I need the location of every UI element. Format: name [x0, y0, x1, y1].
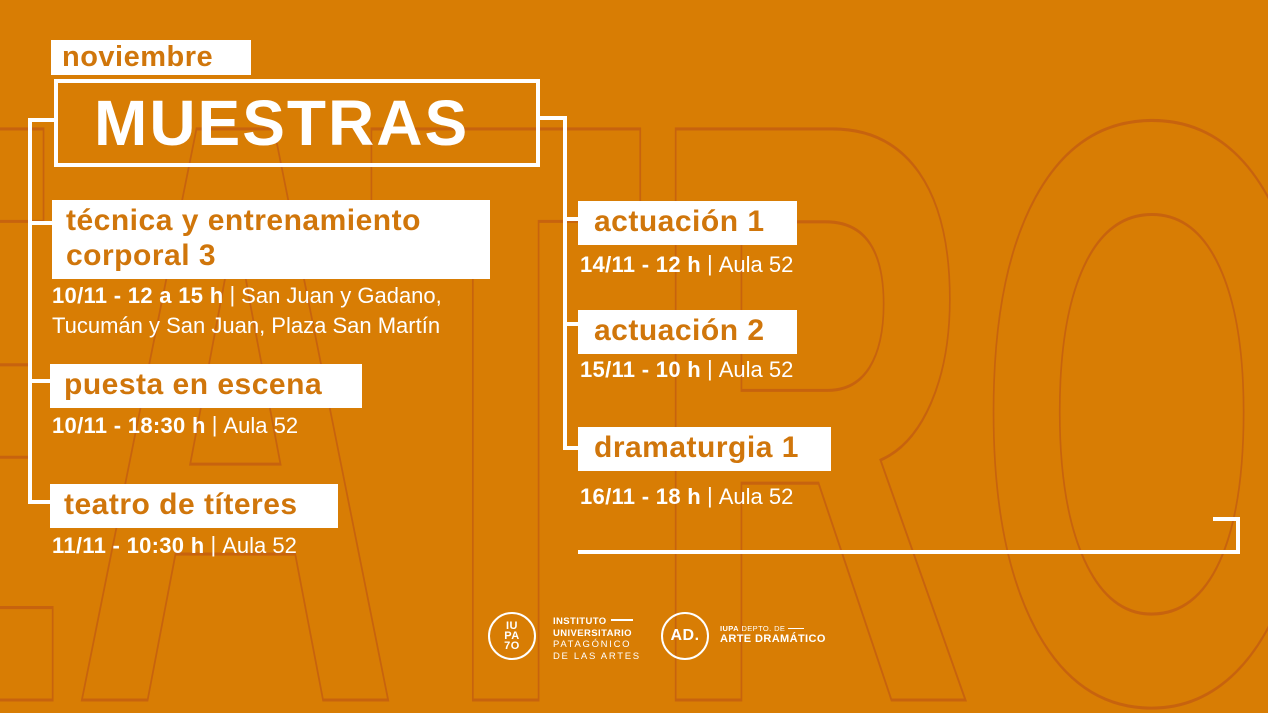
event-datetime: 10/11 - 12 a 15 h [52, 283, 224, 308]
bottom-bracket-vertical [1236, 517, 1240, 554]
right-vertical-line [563, 116, 567, 450]
event-date-actuacion2: 15/11 - 10 h | Aula 52 [580, 355, 793, 385]
iupa-monogram-line: PA [504, 630, 520, 642]
event-datetime: 10/11 - 18:30 h [52, 413, 206, 438]
right-tick-actuacion2 [566, 322, 580, 326]
month-badge: noviembre [51, 40, 252, 75]
iupa-wordmark: INSTITUTO UNIVERSITARIO PATAGÓNICO DE LA… [553, 616, 641, 662]
iupa-name-line: INSTITUTO [553, 616, 641, 628]
left-tick-puesta [28, 379, 51, 383]
left-tick-tecnica [28, 221, 53, 225]
iupa-monogram-line: 7O [504, 640, 520, 652]
event-title-titeres: teatro de títeres [50, 484, 338, 528]
event-location: Aula 52 [718, 357, 794, 382]
ad-wordmark: IUPA DEPTO. DE ARTE DRAMÁTICO [720, 624, 826, 646]
left-tick-teatro [28, 500, 51, 504]
event-datetime: 16/11 - 18 h [580, 484, 702, 509]
poster-title-box: MUESTRAS [54, 79, 540, 167]
right-tick-title [539, 116, 567, 120]
separator: | [707, 356, 713, 381]
poster-title: MUESTRAS [94, 87, 470, 159]
event-datetime: 15/11 - 10 h [580, 357, 702, 382]
iupa-name-line: PATAGÓNICO [553, 639, 632, 650]
decor-rule [788, 627, 805, 629]
event-title-dramaturgia: dramaturgia 1 [578, 427, 831, 471]
separator: | [229, 282, 236, 307]
right-tick-actuacion1 [566, 217, 580, 221]
event-date-dramaturgia: 16/11 - 18 h | Aula 52 [580, 482, 793, 512]
decor-rule [610, 619, 633, 621]
event-location: Aula 52 [718, 484, 794, 509]
ad-monogram: AD. [670, 627, 700, 644]
bottom-bracket-top [1213, 517, 1240, 521]
event-datetime: 11/11 - 10:30 h [52, 533, 205, 558]
iupa-logo: IU PA 7O [488, 612, 536, 660]
separator: | [211, 412, 218, 437]
event-date-tecnica: 10/11 - 12 a 15 h | San Juan y Gadano, Tuc… [52, 281, 522, 341]
event-location: San Juan y Gadano, Tucumán y San Juan, P… [52, 283, 442, 338]
event-title-tecnica: técnica y entrenamiento corporal 3 [52, 200, 490, 279]
separator: | [707, 251, 713, 276]
ad-dept-line: IUPA DEPTO. DE [720, 624, 826, 633]
separator: | [707, 483, 713, 508]
event-date-puesta: 10/11 - 18:30 h | Aula 52 [52, 411, 298, 441]
left-vertical-line [28, 118, 32, 504]
ad-logo: AD. [661, 612, 709, 660]
event-title-puesta: puesta en escena [50, 364, 363, 408]
event-title-actuacion1: actuación 1 [578, 201, 797, 245]
event-location: Aula 52 [223, 413, 299, 438]
iupa-name-line: DE LAS ARTES [553, 650, 641, 662]
event-location: Aula 52 [222, 533, 297, 558]
event-title-actuacion2: actuación 2 [578, 310, 797, 354]
right-tick-dramaturgia [566, 446, 580, 450]
left-tick-title [28, 118, 55, 122]
ad-dept-name: ARTE DRAMÁTICO [720, 633, 826, 645]
event-date-titeres: 11/11 - 10:30 h | Aula 52 [52, 531, 297, 561]
event-date-actuacion1: 14/11 - 12 h | Aula 52 [580, 250, 793, 280]
iupa-monogram-line: IU [506, 620, 518, 632]
separator: | [210, 532, 217, 557]
iupa-name-line: UNIVERSITARIO [553, 627, 632, 639]
bottom-rule [578, 550, 1240, 554]
event-datetime: 14/11 - 12 h [580, 252, 702, 277]
event-location: Aula 52 [718, 252, 794, 277]
